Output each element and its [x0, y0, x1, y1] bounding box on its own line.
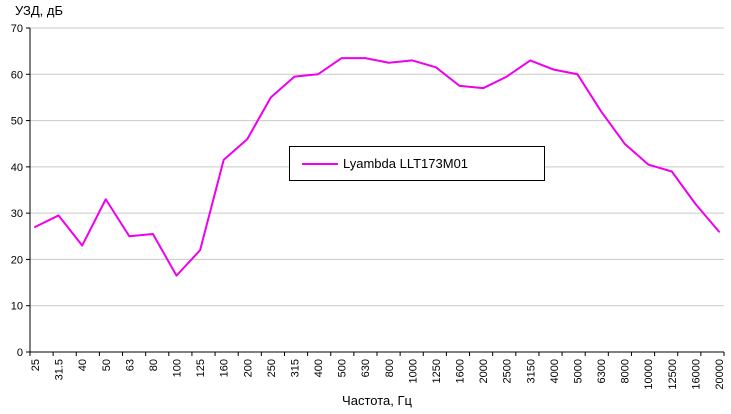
x-tick-label: 50 — [101, 359, 113, 371]
y-tick-label: 50 — [11, 116, 23, 128]
x-tick-label: 1600 — [455, 359, 467, 383]
x-tick-label: 31.5 — [54, 359, 66, 380]
x-tick-label: 63 — [124, 359, 136, 371]
y-tick-label: 30 — [11, 208, 23, 220]
x-tick-label: 2000 — [478, 359, 490, 383]
x-tick-labels: 25 31.5 40 50 63 80 100 125 160 200 250 315 400 500 63… — [30, 359, 726, 390]
x-tick-label: 800 — [384, 359, 396, 377]
x-tick-label: 125 — [195, 359, 207, 377]
x-tick-label: 200 — [242, 359, 254, 377]
x-tick-label: 16000 — [690, 359, 702, 390]
legend-series-label: Lyambda LLT173M01 — [343, 156, 469, 171]
x-tick-label: 40 — [77, 359, 89, 371]
x-tick-label: 250 — [266, 359, 278, 377]
y-tick-label: 60 — [11, 69, 23, 81]
y-tick-label: 20 — [11, 254, 23, 266]
x-tick-label: 3150 — [525, 359, 537, 383]
x-tick-label: 100 — [172, 359, 184, 377]
x-tick-label: 630 — [360, 359, 372, 377]
x-axis-title: Частота, Гц — [342, 393, 412, 408]
axes — [29, 28, 724, 353]
x-tick-label: 160 — [219, 359, 231, 377]
y-axis-title: УЗД, дБ — [15, 3, 63, 18]
x-tick-label: 400 — [313, 359, 325, 377]
y-tick-label: 10 — [11, 301, 23, 313]
x-tick-label: 20000 — [714, 359, 726, 390]
series-line — [34, 57, 720, 277]
legend-box: Lyambda LLT173M01 — [289, 146, 545, 181]
x-tick-label: 6300 — [596, 359, 608, 383]
x-tick-label: 8000 — [620, 359, 632, 383]
x-tick-label: 12500 — [667, 359, 679, 390]
x-tick-label: 4000 — [549, 359, 561, 383]
x-tick-label: 1000 — [407, 359, 419, 383]
x-tick-label: 80 — [148, 359, 160, 371]
y-tick-label: 0 — [17, 347, 23, 359]
x-tick-label: 2500 — [502, 359, 514, 383]
x-tick-label: 25 — [30, 359, 42, 371]
x-tick-label: 1250 — [431, 359, 443, 383]
x-tick-label: 5000 — [572, 359, 584, 383]
x-tick-label: 315 — [289, 359, 301, 377]
x-axis-ticks — [29, 352, 725, 356]
y-tick-label: 70 — [11, 23, 23, 35]
x-tick-label: 500 — [337, 359, 349, 377]
legend-line-swatch — [302, 162, 338, 165]
y-axis-ticks: 0 10 20 30 40 50 60 70 — [11, 23, 30, 359]
x-tick-label: 10000 — [643, 359, 655, 390]
y-tick-label: 40 — [11, 162, 23, 174]
